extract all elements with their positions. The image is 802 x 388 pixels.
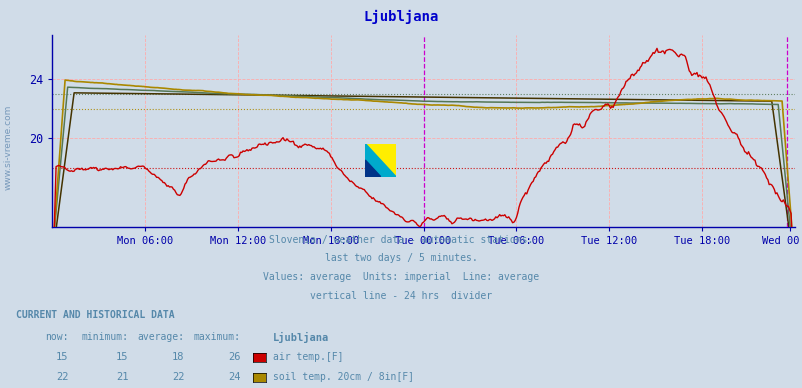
Text: now:: now:	[45, 332, 68, 342]
Text: average:: average:	[137, 332, 184, 342]
Text: Values: average  Units: imperial  Line: average: Values: average Units: imperial Line: av…	[263, 272, 539, 282]
Text: 22: 22	[55, 372, 68, 382]
Text: maximum:: maximum:	[193, 332, 241, 342]
Text: Ljubljana: Ljubljana	[363, 10, 439, 24]
Text: soil temp. 20cm / 8in[F]: soil temp. 20cm / 8in[F]	[273, 372, 414, 382]
Text: Ljubljana: Ljubljana	[273, 332, 329, 343]
Text: 22: 22	[172, 372, 184, 382]
Text: vertical line - 24 hrs  divider: vertical line - 24 hrs divider	[310, 291, 492, 301]
Text: CURRENT AND HISTORICAL DATA: CURRENT AND HISTORICAL DATA	[16, 310, 175, 320]
Text: 26: 26	[228, 352, 241, 362]
Text: minimum:: minimum:	[81, 332, 128, 342]
Polygon shape	[365, 160, 380, 177]
Text: 15: 15	[115, 352, 128, 362]
Polygon shape	[365, 144, 395, 177]
Text: Slovenia / weather data - automatic stations.: Slovenia / weather data - automatic stat…	[269, 235, 533, 245]
Text: 18: 18	[172, 352, 184, 362]
Text: last two days / 5 minutes.: last two days / 5 minutes.	[325, 253, 477, 263]
Text: 15: 15	[55, 352, 68, 362]
Text: www.si-vreme.com: www.si-vreme.com	[3, 105, 13, 190]
Text: 21: 21	[115, 372, 128, 382]
Text: air temp.[F]: air temp.[F]	[273, 352, 343, 362]
Text: 24: 24	[228, 372, 241, 382]
